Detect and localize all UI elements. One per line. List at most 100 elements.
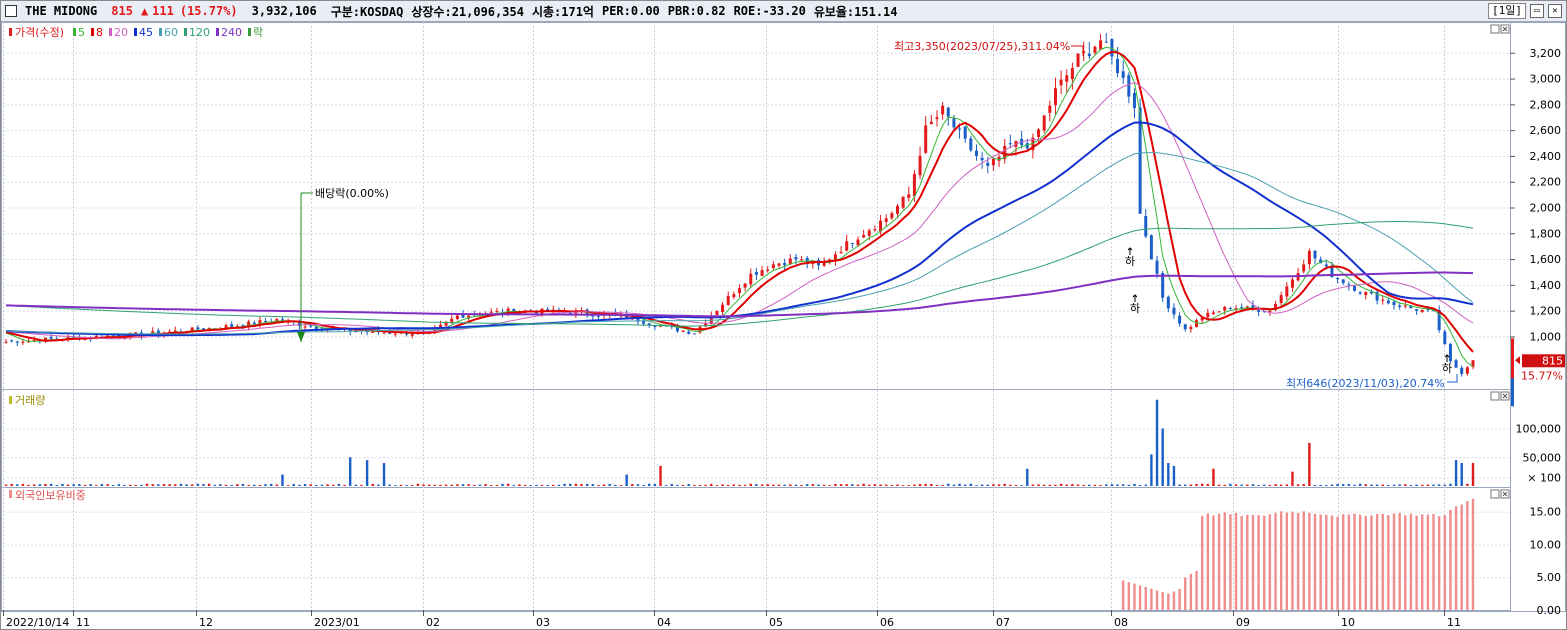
volume-bar [749,483,752,486]
volume-bar [828,485,831,486]
candle [907,194,911,198]
x-tick-label: 2022/10/14 [6,616,69,629]
candle [692,333,696,335]
candle [1369,291,1373,294]
foreign-bar [1370,515,1373,610]
volume-bar [1138,484,1142,486]
y-axis-area [1510,22,1566,612]
volume-bar [997,484,1001,486]
candle [224,325,228,328]
candle [247,321,251,327]
volume-bar [1150,454,1153,486]
volume-bar [281,474,284,486]
foreign-bar [1155,590,1159,610]
candle [365,331,369,333]
candle [1285,286,1289,297]
price-label: 815 [1542,354,1563,367]
legend-ma-45: 45 [139,26,153,39]
volume-bar [947,483,950,486]
legend-ma-240: 240 [221,26,242,39]
volume-bar [1409,484,1413,486]
panel-close-glyph [1502,393,1508,399]
volume-bar [320,484,324,486]
candle [1251,305,1255,309]
volume-bar [743,484,747,486]
volume-bar [72,484,75,486]
volume-bar [89,484,92,486]
volume-bar [394,485,397,486]
volume-bar [963,484,967,486]
foreign-bar [1206,513,1210,610]
candle [43,337,47,342]
volume-bar [1454,460,1458,486]
candle [974,150,978,156]
volume-bar [377,484,380,486]
select-checkbox[interactable] [5,5,17,17]
volume-bar [411,485,414,486]
x-tick-label: 08 [1114,616,1128,629]
candle [1127,75,1131,97]
price-change: 111 [152,4,174,18]
candle [1358,292,1362,294]
limit-down-arrow [1444,354,1450,362]
volume-bar [1042,484,1046,486]
volume-bar [467,484,470,486]
volume-bar [574,483,578,486]
volume-bar [986,484,989,486]
candle [743,283,747,288]
y-tick-label: 1,800 [1530,227,1562,240]
candle [1008,143,1012,145]
candle [1330,265,1334,278]
foreign-bar [1178,589,1181,610]
candle [1465,367,1469,374]
candle [1375,292,1379,301]
close-icon[interactable]: ✕ [1548,4,1562,18]
volume-bar [157,484,160,486]
volume-bar [473,484,476,486]
candle [1381,299,1385,301]
volume-bar [286,485,290,486]
volume-bar [924,483,927,486]
candle [467,315,471,319]
volume-bar [348,457,352,486]
candle [1471,360,1475,367]
volume-bar [416,483,420,486]
minimize-icon[interactable]: ▭ [1530,4,1544,18]
volume-bar [659,465,662,486]
candle [111,335,115,337]
candle [190,327,194,333]
volume-bar [461,484,465,486]
volume-bar [224,484,228,486]
x-tick-label: 07 [996,616,1010,629]
foreign-bar [1460,504,1463,610]
panel-menu-icon [1490,391,1500,401]
candle [1195,320,1199,328]
volume-bar [585,483,589,486]
candle [653,325,657,327]
volume-bar [236,484,239,486]
candle [946,107,950,117]
candle [568,312,572,314]
candle [1166,296,1170,309]
volume-bar [1381,484,1384,486]
volume-bar [490,485,493,486]
volume-bar [49,483,53,486]
candle [1183,324,1187,330]
period-selector[interactable]: [1일] [1488,3,1526,19]
volume-bar [1296,484,1300,486]
foreign-bar [1342,514,1345,610]
candle [1228,308,1232,310]
legend-ma-60: 60 [164,26,178,39]
foreign-bar [1319,514,1322,610]
foreign-bar [1330,515,1334,610]
candle [675,327,679,332]
candle [754,271,758,275]
candle [1206,312,1210,318]
volume-bar [1392,484,1396,486]
volume-bar [935,485,939,486]
foreign-bar [1449,509,1452,610]
volume-bar [811,484,815,486]
legend-swatch [184,28,187,36]
volume-bar [540,484,544,486]
volume-bar [1415,484,1418,486]
